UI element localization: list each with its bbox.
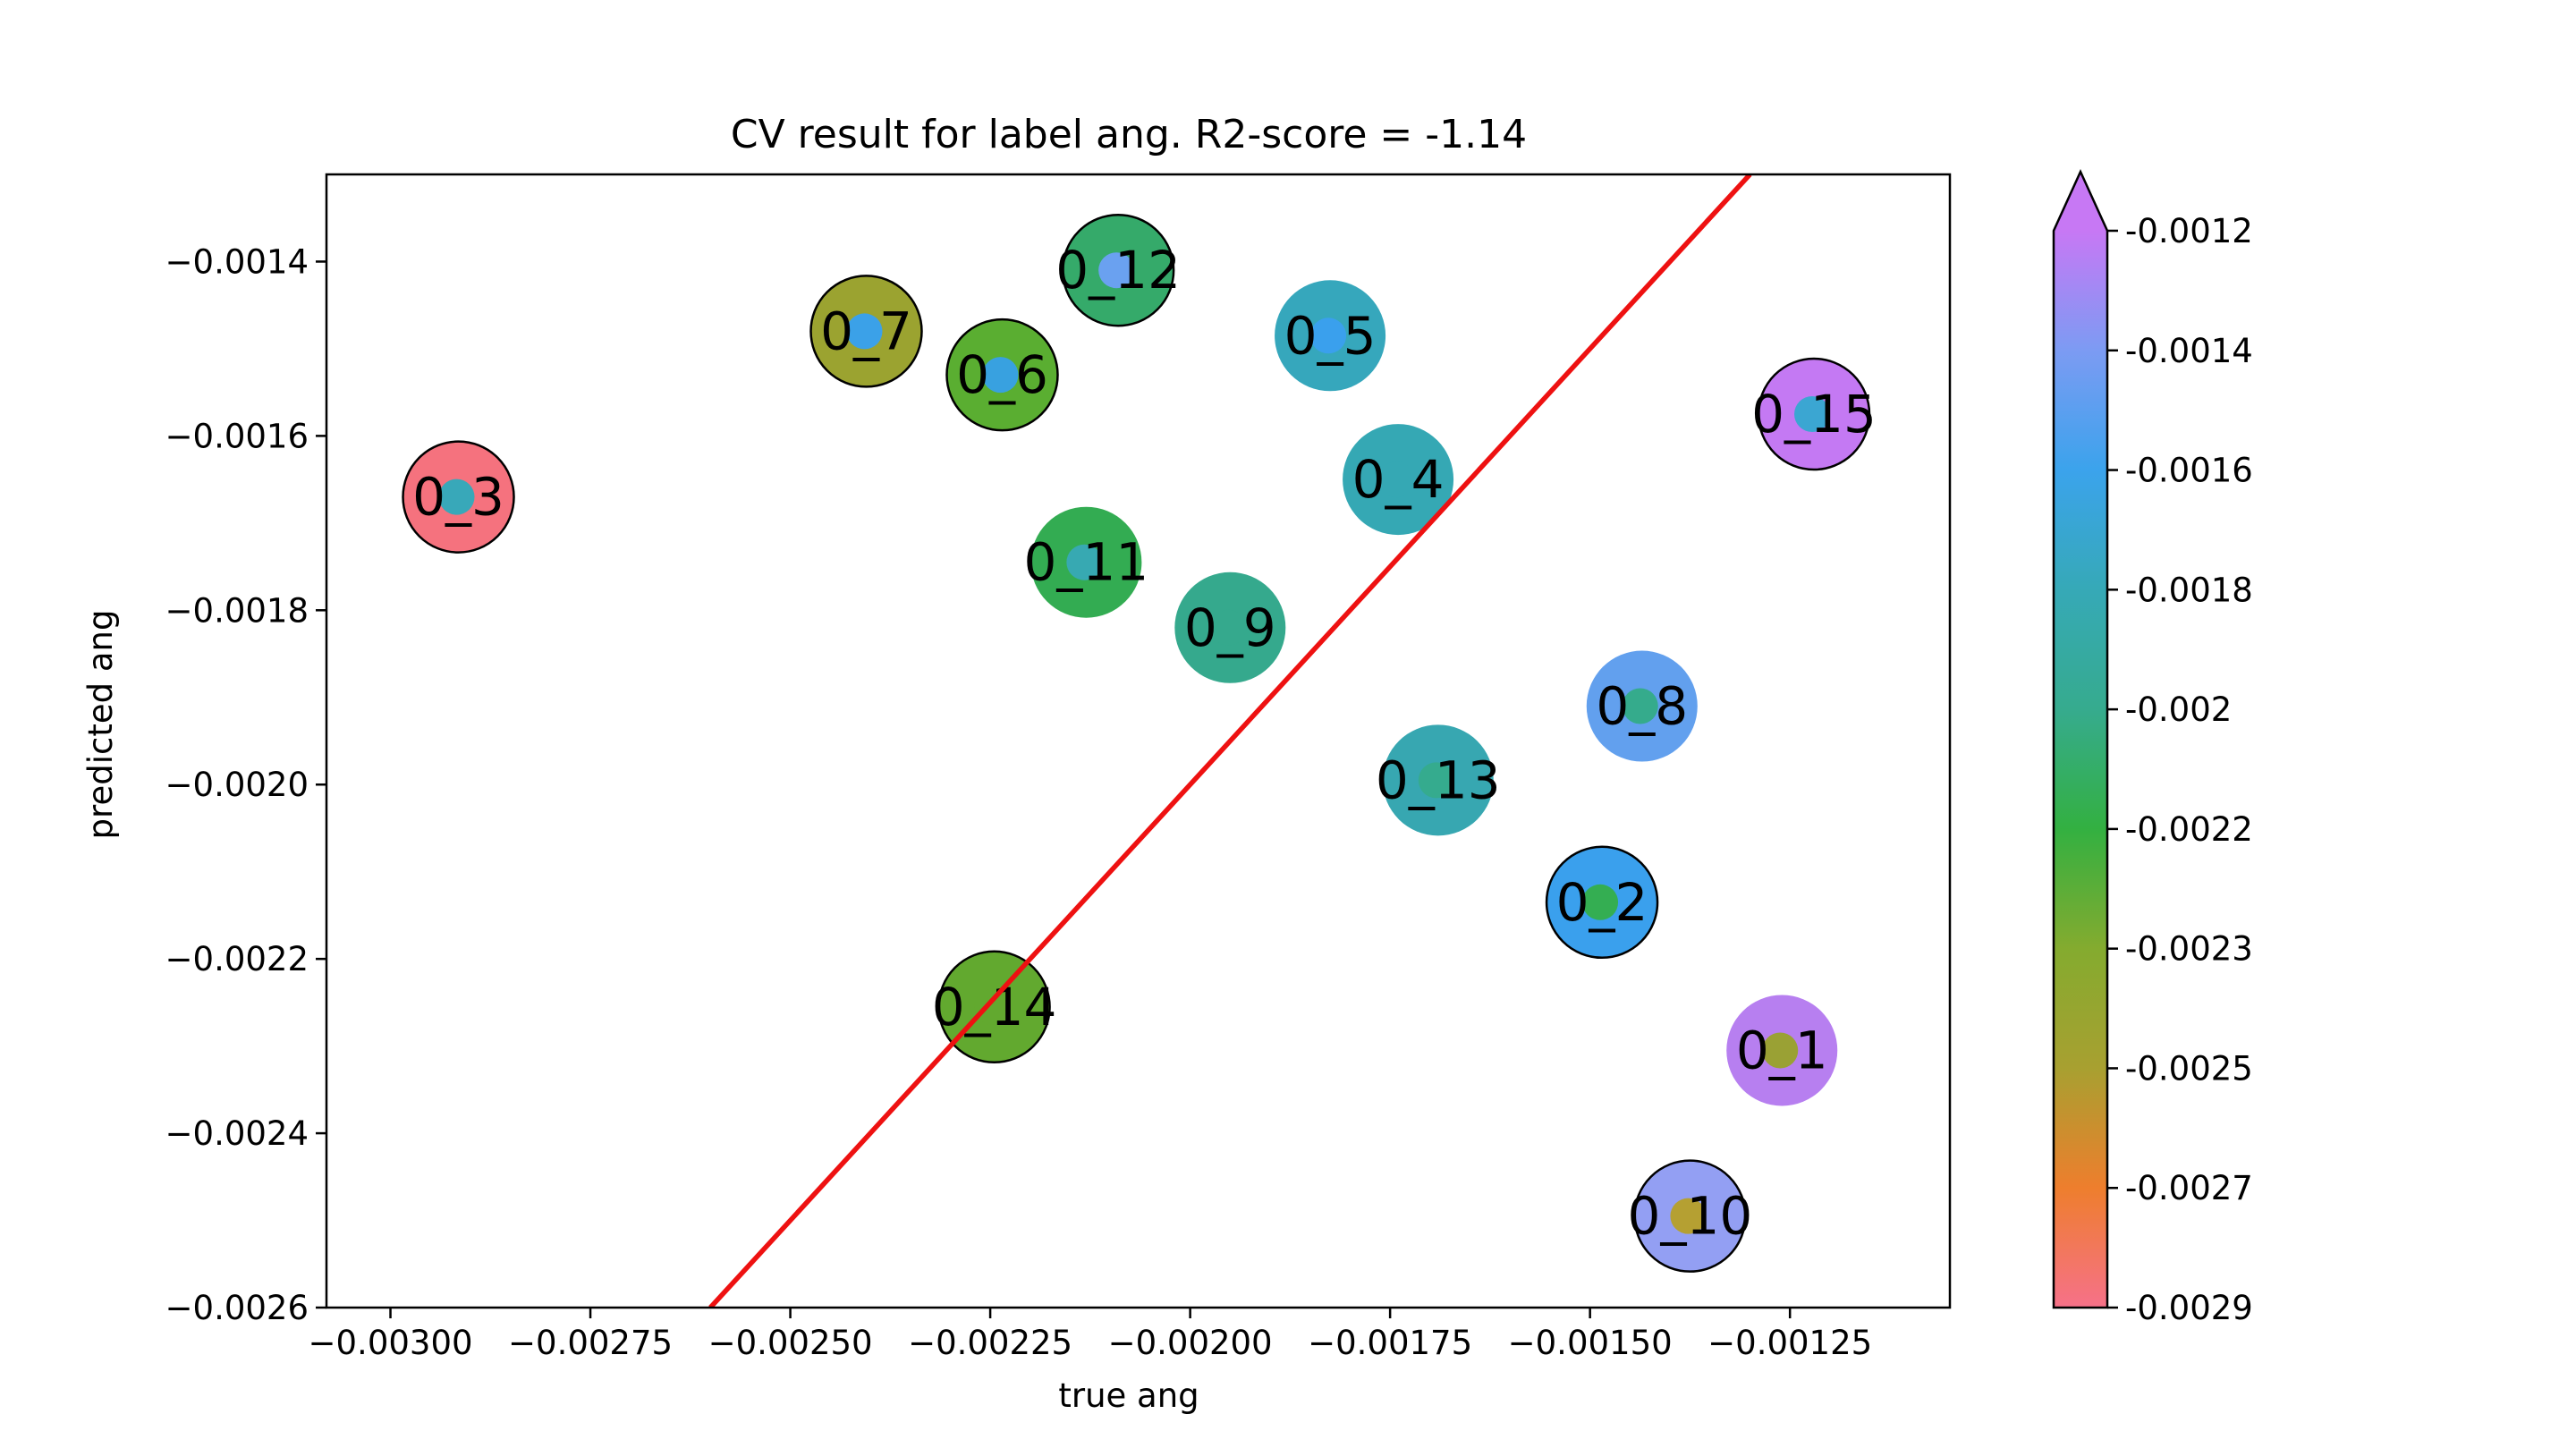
point-label: 0_1 [1736,1020,1828,1080]
x-tick-label: −0.00275 [508,1324,673,1362]
point-label: 0_7 [820,301,912,361]
data-point: 0_15 [1751,357,1877,471]
point-label: 0_2 [1556,872,1648,933]
data-point: 0_7 [809,275,923,388]
x-tick-label: −0.00175 [1308,1324,1472,1362]
point-prediction-dot [982,357,1019,394]
point-label: 0_15 [1751,384,1877,445]
y-tick-label: −0.0016 [165,417,309,455]
data-point: 0_1 [1726,995,1838,1106]
colorbar-tick-label: -0.0023 [2125,930,2253,969]
data-point: 0_10 [1628,1159,1753,1273]
x-tick-label: −0.00125 [1707,1324,1872,1362]
point-prediction-dot [1762,1032,1799,1069]
data-point: 0_5 [1275,280,1386,392]
colorbar-tick-label: -0.002 [2125,690,2232,729]
plot-frame [325,173,1952,1309]
x-axis-label: true ang [1058,1376,1199,1415]
y-tick-label: −0.0022 [165,940,309,978]
x-tick-label: −0.00300 [309,1324,473,1362]
data-point: 0_9 [1174,572,1286,683]
colorbar-tick-label: -0.0014 [2125,332,2253,370]
point-label: 0_6 [956,344,1048,405]
point-prediction-dot [1418,762,1454,799]
colorbar: -0.0012 -0.0014 -0.0016 -0.0018 -0.002 -0.002… [2052,168,2253,1327]
point-prediction-dot [1670,1198,1707,1234]
point-label: 0_4 [1352,449,1445,510]
colorbar-extend-arrow [2054,172,2107,231]
data-point: 0_2 [1545,845,1659,960]
colorbar-gradient [2054,231,2107,1308]
point-label: 0_10 [1628,1186,1753,1247]
colorbar-tick-label: -0.0016 [2125,452,2253,490]
point-label: 0_13 [1376,749,1501,810]
data-point: 0_12 [1055,213,1181,327]
point-prediction-dot [1794,396,1831,433]
data-point: 0_6 [945,318,1059,432]
data-point: 0_8 [1586,650,1698,762]
colorbar-tick-label: -0.0027 [2125,1169,2253,1207]
colorbar-frame [2052,168,2109,1309]
x-tick-label: −0.00225 [908,1324,1072,1362]
colorbar-tick-label: -0.0012 [2125,212,2253,250]
y-axis: −0.0014 −0.0016 −0.0018 −0.0020 −0.0022 −0.00… [165,242,326,1327]
identity-line [708,174,1752,1308]
chart-title: CV result for label ang. R2-score = -1.1… [731,112,1527,157]
point-prediction-dot [1310,318,1347,354]
point-label: 0_5 [1284,305,1377,366]
plot-area: 0_1 0_2 0_3 0_4 0_5 0_6 0_7 0_8 0_9 0_10 0_11 0_12 0… [325,173,1952,1309]
y-tick-label: −0.0024 [165,1114,309,1153]
point-prediction-dot [1210,609,1247,646]
point-label: 0_14 [932,977,1057,1037]
data-point: 0_3 [402,440,515,554]
point-label: 0_8 [1596,676,1688,737]
point-prediction-dot [1378,461,1415,498]
point-prediction-dot [1622,688,1658,724]
point-prediction-dot [438,478,475,515]
data-point: 0_11 [1024,506,1149,618]
point-label: 0_12 [1055,240,1181,301]
data-point: 0_14 [932,950,1057,1064]
x-tick-label: −0.00150 [1508,1324,1673,1362]
x-tick-label: −0.00250 [708,1324,873,1362]
y-tick-label: −0.0018 [165,591,309,630]
data-point: 0_13 [1376,724,1501,836]
point-prediction-dot [1098,252,1135,289]
point-label: 0_11 [1024,532,1149,593]
colorbar-tick-label: -0.0029 [2125,1289,2253,1327]
data-point: 0_4 [1343,424,1454,536]
colorbar-tick-label: -0.0018 [2125,571,2253,609]
colorbar-tick-label: -0.0022 [2125,810,2253,849]
point-prediction-dot [846,313,883,350]
point-label: 0_3 [412,467,504,528]
y-tick-label: −0.0026 [165,1289,309,1327]
y-tick-label: −0.0020 [165,766,309,804]
point-prediction-dot [974,988,1011,1025]
colorbar-tick-label: -0.0025 [2125,1049,2253,1088]
point-label: 0_9 [1184,597,1276,658]
point-prediction-dot [1066,544,1103,580]
y-tick-label: −0.0014 [165,242,309,281]
point-prediction-dot [1582,884,1619,920]
x-axis: −0.00300 −0.00275 −0.00250 −0.00225 −0.00200… [309,1308,1872,1362]
y-axis-label: predicted ang [81,610,120,840]
x-tick-label: −0.00200 [1108,1324,1273,1362]
